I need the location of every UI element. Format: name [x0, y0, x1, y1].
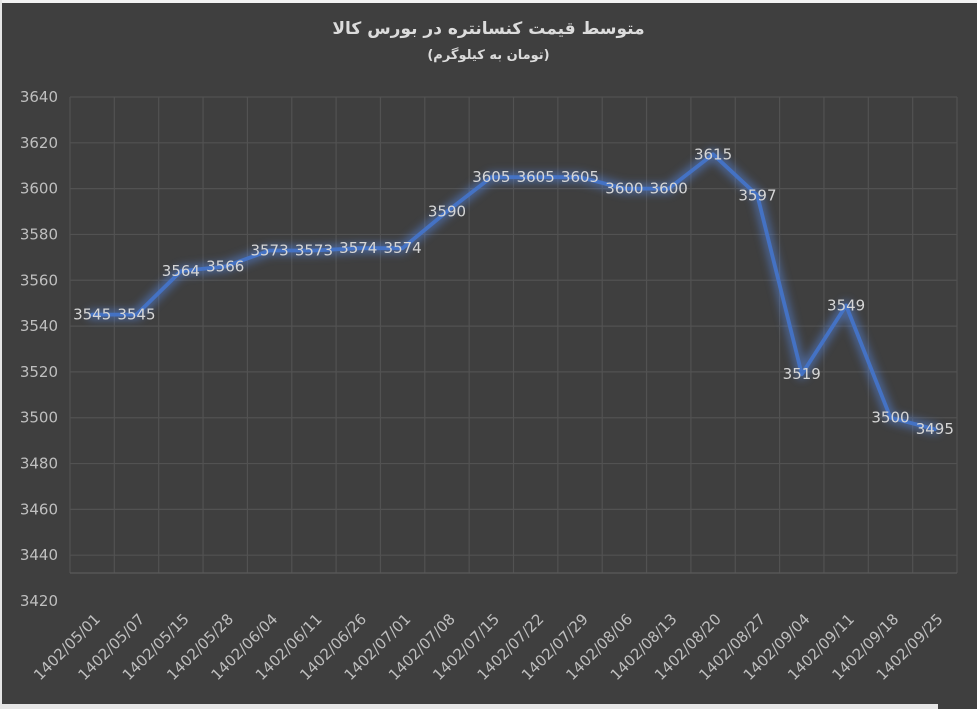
window-edge-bottom	[0, 704, 938, 709]
price-line	[90, 152, 937, 432]
y-axis-tick-label: 3440	[20, 546, 58, 564]
y-axis-tick-label: 3600	[20, 180, 58, 198]
data-point-label: 3549	[827, 296, 865, 314]
data-point-label: 3564	[162, 262, 200, 280]
data-point-label: 3573	[250, 241, 288, 259]
data-point-label: 3574	[384, 239, 422, 257]
data-point-label: 3519	[783, 365, 821, 383]
y-axis-tick-label: 3620	[20, 134, 58, 152]
data-point-label: 3573	[295, 241, 333, 259]
y-axis-tick-label: 3540	[20, 317, 58, 335]
data-point-label: 3600	[605, 180, 643, 198]
data-point-label: 3590	[428, 203, 466, 221]
y-axis-tick-label: 3460	[20, 500, 58, 518]
data-point-label: 3545	[73, 306, 111, 324]
data-point-label: 3605	[472, 168, 510, 186]
chart-title: متوسط قیمت کنسانتره در بورس کالا	[332, 19, 645, 39]
y-axis-tick-label: 3420	[20, 592, 58, 610]
window-edge-top	[0, 0, 977, 3]
data-point-label: 3566	[206, 258, 244, 276]
data-point-label: 3500	[871, 409, 909, 427]
window-edge-left	[0, 0, 2, 706]
data-point-label: 3597	[738, 187, 776, 205]
y-axis-tick-label: 3560	[20, 271, 58, 289]
data-point-label: 3600	[650, 180, 688, 198]
y-axis-tick-label: 3640	[20, 88, 58, 106]
y-axis-tick-label: 3580	[20, 225, 58, 243]
data-point-label: 3615	[694, 145, 732, 163]
data-point-label: 3605	[561, 168, 599, 186]
y-axis-tick-label: 3500	[20, 409, 58, 427]
data-point-label: 3495	[916, 420, 954, 438]
chart-subtitle: (تومان به کیلوگرم)	[427, 48, 550, 63]
data-point-label: 3574	[339, 239, 377, 257]
y-axis-tick-label: 3520	[20, 363, 58, 381]
y-axis-tick-label: 3480	[20, 455, 58, 473]
data-point-label: 3605	[517, 168, 555, 186]
data-point-label: 3545	[117, 306, 155, 324]
